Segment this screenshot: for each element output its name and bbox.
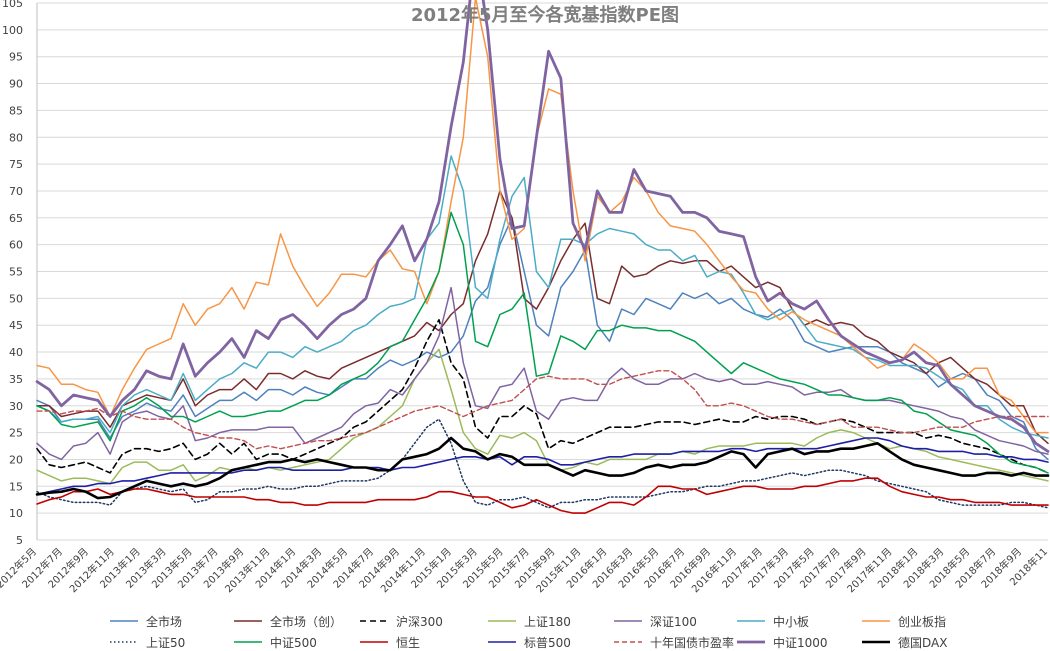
y-tick-label: 60: [9, 239, 23, 252]
series-line-2: [36, 318, 1049, 474]
legend-swatch: [862, 640, 890, 644]
gridlines: [36, 2, 1048, 541]
y-tick-label: 5: [16, 534, 23, 547]
y-tick-label: 105: [2, 0, 23, 10]
legend-swatch: [234, 641, 262, 643]
y-tick-label: 100: [2, 24, 23, 37]
legend-swatch: [614, 620, 642, 622]
series-line-11: [36, 370, 1049, 450]
y-tick-label: 55: [9, 266, 23, 279]
series-line-10: [36, 437, 1049, 496]
y-tick-label: 80: [9, 131, 23, 144]
chart-legend: 全市场 全市场（创） 沪深300 上证180 深证100 中小板 创业板指上证50 中证500…: [0, 612, 1050, 651]
legend-label: 中证500: [270, 636, 317, 650]
legend-label: 恒生: [396, 636, 421, 650]
legend-label: 上证180: [524, 615, 571, 629]
y-tick-label: 40: [9, 346, 23, 359]
legend-swatch: [360, 641, 388, 643]
y-tick-label: 15: [9, 480, 23, 493]
series-line-12: [35, 0, 1050, 453]
legend-label: 上证50: [146, 636, 186, 650]
series-line-9: [36, 477, 1049, 514]
y-tick-label: 50: [9, 292, 23, 305]
legend-swatch: [737, 640, 765, 644]
y-tick-label: 30: [9, 400, 23, 413]
legend-label: 创业板指: [898, 615, 947, 629]
legend-swatch: [234, 620, 262, 622]
legend-label: 十年国债市盈率: [650, 636, 735, 650]
series-line-3: [36, 348, 1049, 485]
y-tick-label: 70: [9, 185, 23, 198]
legend-swatch: [110, 620, 138, 622]
chart-title: 2012年5月至今各宽基指数PE图: [411, 4, 679, 26]
legend-label: 中小板: [773, 615, 810, 629]
series-line-13: [35, 436, 1050, 500]
y-tick-label: 20: [9, 453, 23, 466]
y-tick-label: 35: [9, 373, 23, 386]
legend-swatch: [737, 620, 765, 622]
legend-label: 深证100: [650, 615, 697, 629]
y-tick-label: 45: [9, 319, 23, 332]
pe-line-chart: 5 10 15 20 25 30 35 40 45 50 55 60 65 70 75 80 85 90 95 100…: [0, 0, 1050, 595]
legend-label: 标普500: [524, 636, 571, 650]
y-axis-ticks: 5 10 15 20 25 30 35 40 45 50 55 60 65 70 75 80 85 90 95 100…: [2, 0, 23, 547]
y-tick-label: 90: [9, 78, 23, 91]
y-tick-label: 65: [9, 212, 23, 225]
legend-swatch: [862, 620, 890, 622]
legend-label: 中证1000: [773, 636, 828, 650]
legend-swatch: [110, 641, 138, 643]
legend-label: 全市场: [146, 615, 183, 629]
series-line-1: [36, 190, 1049, 445]
legend-label: 沪深300: [396, 615, 443, 629]
series-lines: [35, 0, 1050, 514]
series-line-0: [36, 217, 1049, 461]
y-tick-label: 95: [9, 51, 23, 64]
series-line-8: [36, 211, 1049, 474]
y-tick-label: 10: [9, 507, 23, 520]
x-axis-ticks: 2012年5月2012年7月2012年9月2012年11月2013年1月2013…: [0, 545, 1050, 595]
y-tick-label: 75: [9, 158, 23, 171]
series-line-6: [36, 0, 1049, 434]
legend-swatch: [488, 620, 516, 622]
series-line-7: [36, 418, 1049, 509]
series-line-5: [36, 155, 1049, 439]
legend-swatch: [614, 641, 642, 643]
y-tick-label: 25: [9, 427, 23, 440]
legend-swatch: [488, 641, 516, 643]
legend-label: 全市场（创）: [270, 615, 343, 629]
legend-swatch: [360, 620, 388, 622]
legend-label: 德国DAX: [898, 636, 948, 650]
y-tick-label: 85: [9, 104, 23, 117]
